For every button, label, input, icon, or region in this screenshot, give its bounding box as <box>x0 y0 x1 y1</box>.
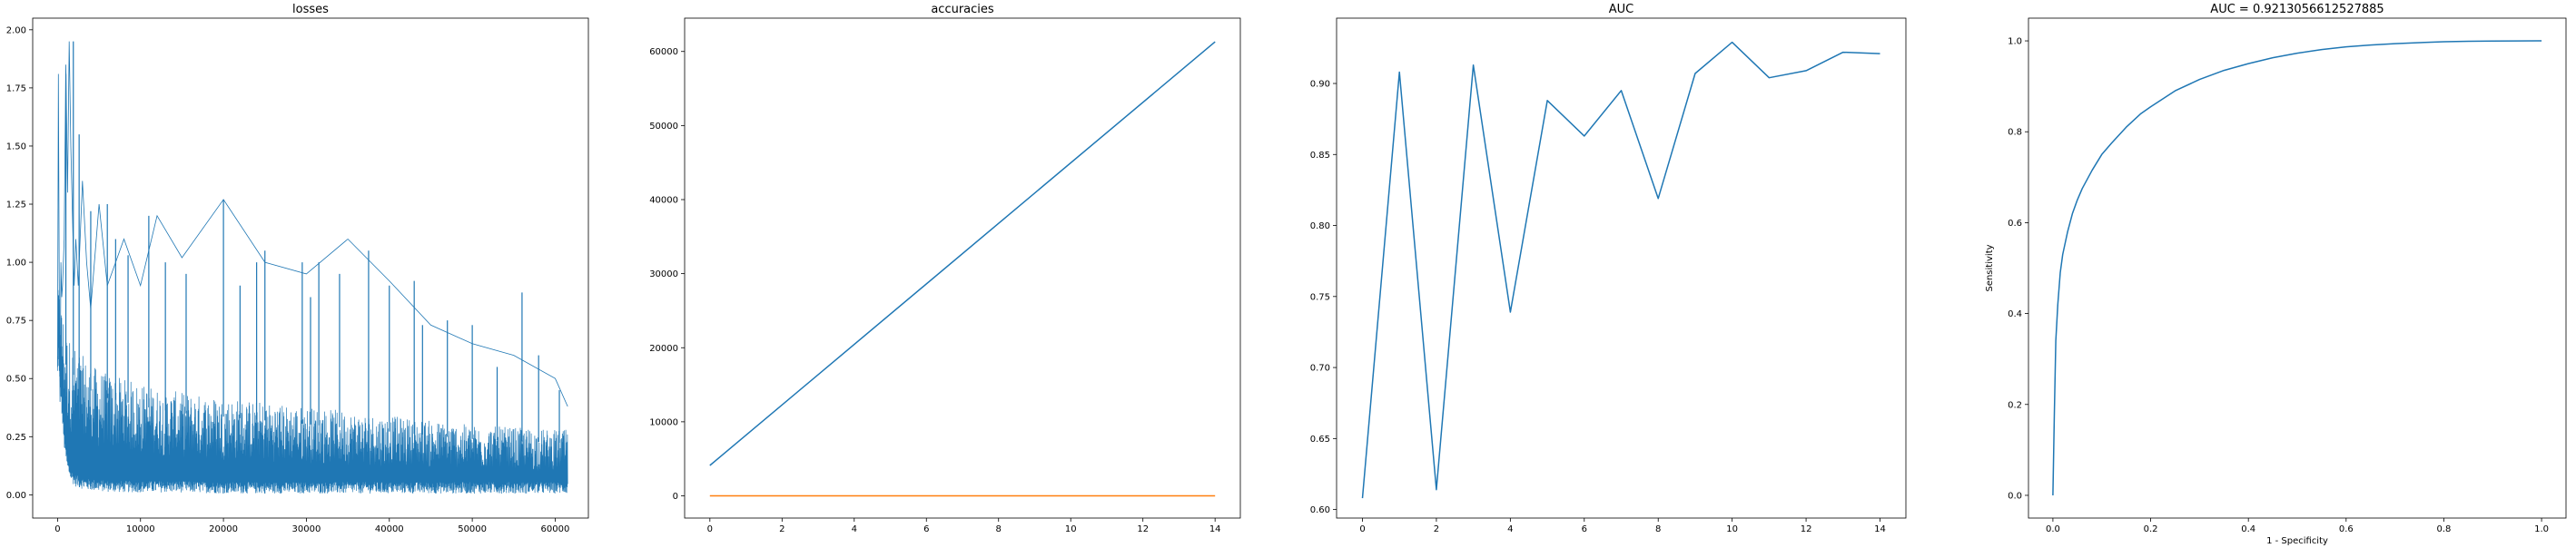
x-tick-label: 4 <box>852 524 857 534</box>
x-tick-label: 0.0 <box>2046 524 2060 534</box>
x-tick-label: 1.0 <box>2534 524 2549 534</box>
x-tick-label: 0 <box>1359 524 1365 534</box>
y-tick-label: 0.0 <box>2008 491 2022 501</box>
x-axis-label: 1 - Specificity <box>2266 536 2328 546</box>
y-tick-label: 0.60 <box>1310 505 1330 515</box>
y-tick-label: 0.90 <box>1310 80 1330 90</box>
y-tick-label: 1.75 <box>6 83 26 93</box>
y-tick-label: 10000 <box>649 417 678 427</box>
x-tick-label: 0.4 <box>2241 524 2255 534</box>
y-tick-label: 30000 <box>649 269 678 279</box>
x-tick-label: 14 <box>1209 524 1221 534</box>
y-tick-label: 0.50 <box>6 375 26 385</box>
x-tick-label: 8 <box>996 524 1002 534</box>
y-tick-label: 1.0 <box>2008 37 2022 47</box>
x-tick-label: 0.2 <box>2144 524 2158 534</box>
plot-frame <box>1336 17 1907 519</box>
x-tick-label: 12 <box>1801 524 1812 534</box>
chart-title: AUC = 0.9213056612527885 <box>2210 3 2384 16</box>
x-tick-label: 8 <box>1655 524 1661 534</box>
y-tick-label: 1.25 <box>6 201 26 210</box>
y-tick-label: 2.00 <box>6 25 26 35</box>
y-tick-label: 50000 <box>649 122 678 132</box>
x-tick-label: 14 <box>1874 524 1886 534</box>
x-tick-label: 12 <box>1137 524 1149 534</box>
x-tick-label: 40000 <box>375 524 404 534</box>
x-tick-label: 20000 <box>209 524 238 534</box>
y-tick-label: 1.00 <box>6 259 26 269</box>
loss-envelope <box>57 41 568 407</box>
series-line-0 <box>2052 40 2542 496</box>
y-tick-label: 1.50 <box>6 142 26 152</box>
x-tick-label: 10000 <box>126 524 155 534</box>
plot-frame <box>2028 17 2567 519</box>
chart-2: AUC 0 2 4 6 8 10 12 14 0.60 0.65 0.70 0.75 0.80 0.85 0.… <box>1310 3 1907 534</box>
x-tick-label: 2 <box>779 524 785 534</box>
plot-frame <box>684 17 1241 519</box>
y-tick-label: 0.00 <box>6 491 26 501</box>
x-tick-label: 0 <box>707 524 713 534</box>
x-tick-label: 10 <box>1065 524 1077 534</box>
x-tick-label: 50000 <box>458 524 487 534</box>
x-tick-label: 6 <box>1582 524 1587 534</box>
y-tick-label: 0.4 <box>2008 309 2022 319</box>
y-tick-label: 0.70 <box>1310 364 1330 374</box>
y-tick-label: 0.6 <box>2008 219 2022 229</box>
x-tick-label: 2 <box>1434 524 1439 534</box>
chart-0: losses 0 10000 20000 30000 40000 50000 60000 0.0… <box>6 3 589 534</box>
y-axis-label: Sensitivity <box>1985 244 1995 291</box>
x-tick-label: 10 <box>1726 524 1738 534</box>
chart-title: losses <box>292 3 329 16</box>
y-tick-label: 0.75 <box>1310 292 1330 302</box>
y-tick-label: 0.8 <box>2008 128 2022 138</box>
y-tick-label: 0.80 <box>1310 221 1330 231</box>
x-tick-label: 0.6 <box>2339 524 2354 534</box>
y-tick-label: 0.65 <box>1310 435 1330 445</box>
y-tick-label: 0.25 <box>6 433 26 443</box>
x-tick-label: 6 <box>923 524 929 534</box>
chart-title: AUC <box>1609 3 1634 16</box>
x-tick-label: 0.8 <box>2437 524 2452 534</box>
chart-3: AUC = 0.9213056612527885 0.0 0.2 0.4 0.6 0.8 1… <box>1985 3 2567 546</box>
x-tick-label: 30000 <box>292 524 321 534</box>
y-tick-label: 0 <box>673 492 678 502</box>
y-tick-label: 60000 <box>649 47 678 57</box>
loss-trace <box>57 289 568 494</box>
chart-1: accuracies 0 2 4 6 8 10 12 14 0 10000 20000 30000 400… <box>649 3 1241 534</box>
x-tick-label: 4 <box>1507 524 1513 534</box>
y-tick-label: 40000 <box>649 195 678 205</box>
x-tick-label: 60000 <box>541 524 570 534</box>
y-tick-label: 0.85 <box>1310 151 1330 161</box>
y-tick-label: 0.75 <box>6 317 26 327</box>
series-line-0 <box>709 41 1216 466</box>
chart-title: accuracies <box>931 3 994 16</box>
x-tick-label: 0 <box>54 524 60 534</box>
series-line-0 <box>1361 41 1880 499</box>
plot-frame <box>32 17 589 519</box>
y-tick-label: 20000 <box>649 344 678 354</box>
y-tick-label: 0.2 <box>2008 400 2022 410</box>
